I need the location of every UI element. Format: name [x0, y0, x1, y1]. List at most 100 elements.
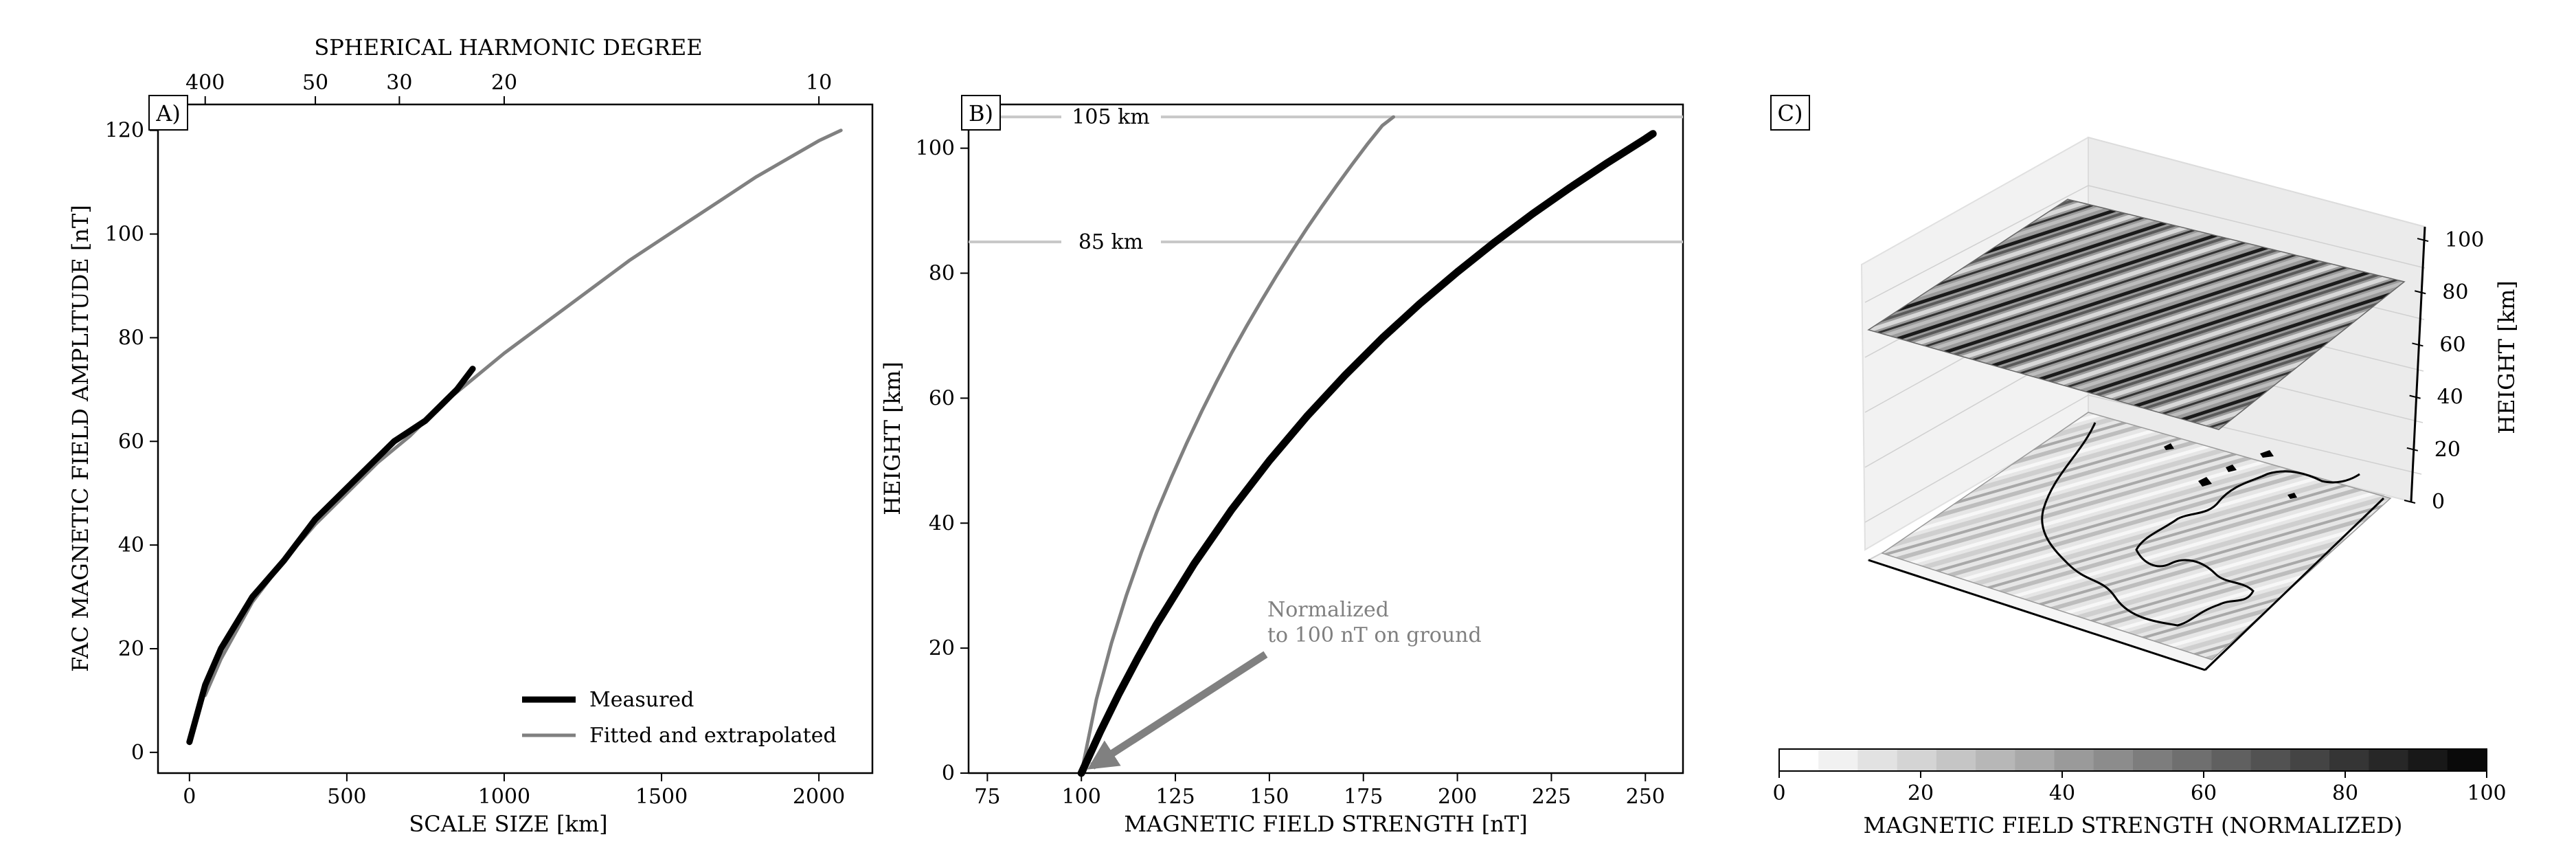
colorbar-segment: [2211, 749, 2252, 771]
panel-a-top-tick-label: 30: [386, 71, 412, 95]
panel-a-ytick-label: 80: [118, 326, 144, 350]
colorbar-ticks: 0 20 40 60 80 100: [1772, 771, 2507, 805]
panel-a-top-tick-label: 10: [806, 71, 832, 95]
panel-c-ztick-label: 80: [2442, 280, 2468, 304]
panel-a-xtick-label: 2000: [793, 785, 845, 809]
panel-b-ytick-label: 20: [929, 636, 955, 660]
panel-b-xtick-label: 175: [1344, 785, 1383, 809]
legend-label-fitted: Fitted and extrapolated: [589, 724, 837, 748]
colorbar-segment: [1936, 749, 1976, 771]
panel-a-axes: 0 500 1000 1500 2000 0 20 40 60 80 100 120 400 50 30 20…: [105, 71, 846, 809]
panel-b-xlabel: MAGNETIC FIELD STRENGTH [nT]: [1124, 811, 1527, 837]
panel-b-xtick-label: 150: [1250, 785, 1289, 809]
series-fitted-line: [203, 129, 843, 698]
panel-b-xtick-label: 250: [1626, 785, 1665, 809]
panel-a-legend: Measured Fitted and extrapolated: [522, 688, 837, 748]
panel-b-hline-label: 85 km: [1078, 230, 1143, 254]
colorbar-segment: [1818, 749, 1858, 771]
colorbar-tick-label: 60: [2191, 781, 2217, 805]
colorbar-segment: [2447, 749, 2487, 771]
panel-c-ground-layer: [1881, 412, 2392, 660]
colorbar-tick-label: 0: [1772, 781, 1785, 805]
colorbar-tick-label: 20: [1908, 781, 1934, 805]
colorbar-segment: [1976, 749, 2015, 771]
panel-c-front-edge: [1868, 559, 2206, 671]
panel-c-ztick-mark: [2412, 342, 2424, 347]
colorbar-segment: [2408, 749, 2448, 771]
panel-a-ytick-label: 0: [131, 741, 144, 765]
colorbar-segment: [2133, 749, 2173, 771]
colorbar-label: MAGNETIC FIELD STRENGTH (NORMALIZED): [1864, 812, 2403, 838]
panel-b-ytick-label: 40: [929, 511, 955, 535]
panel-a-xlabel: SCALE SIZE [km]: [409, 811, 607, 837]
panel-b-xtick-label: 100: [1062, 785, 1101, 809]
panel-b-ylabel: HEIGHT [km]: [879, 361, 905, 515]
colorbar-segment: [2369, 749, 2409, 771]
colorbar-segment: [1857, 749, 1898, 771]
panel-a-ylabel: FAC MAGNETIC FIELD AMPLITUDE [nT]: [67, 205, 93, 672]
panel-c-zlabel: HEIGHT [km]: [2494, 280, 2520, 434]
panel-b-hline-label: 105 km: [1072, 105, 1149, 129]
panel-c-colorbar: [1779, 749, 2487, 771]
colorbar-segment: [1779, 749, 1819, 771]
panel-a: 0 500 1000 1500 2000 0 20 40 60 80 100 120 400 50 30 20…: [67, 34, 874, 837]
panel-a-xtick-label: 1500: [635, 785, 688, 809]
colorbar-segment: [2093, 749, 2134, 771]
panel-c: 0 20 40 60 80 100 HEIGHT [km] C) 0 20 40 60 80 100…: [1770, 95, 2520, 838]
panel-c-ztick-mark: [2406, 447, 2419, 451]
panel-c-ztick-mark: [2409, 394, 2421, 399]
panel-a-ytick-label: 100: [105, 223, 144, 247]
panel-a-top-tick-label: 400: [185, 71, 225, 95]
panel-c-islands: [2164, 443, 2297, 499]
panel-a-ytick-label: 120: [105, 119, 144, 143]
panel-c-label-box: [1770, 95, 1810, 131]
legend-label-measured: Measured: [589, 688, 694, 712]
panel-c-ztick-label: 40: [2437, 386, 2463, 410]
series-gray-profile: [1079, 115, 1395, 775]
panel-b-series: [1077, 115, 1657, 777]
panel-a-xtick-label: 0: [183, 785, 196, 809]
panel-a-label: A): [155, 100, 181, 126]
panel-c-top-layer: [1867, 199, 2406, 430]
colorbar-tick-label: 40: [2049, 781, 2075, 805]
panel-b-ytick-label: 100: [916, 137, 955, 161]
colorbar-tick-label: 80: [2332, 781, 2358, 805]
panel-c-ztick-mark: [2417, 238, 2429, 243]
panel-c-ztick-label: 60: [2439, 333, 2465, 357]
panel-b-label-box: [961, 95, 1001, 131]
panel-a-ytick-label: 60: [118, 430, 144, 454]
panel-c-z-ticks: 0 20 40 60 80 100: [2404, 228, 2484, 514]
panel-b: 75 100 125 150 175 200 225 250 0 20 40 60 80 100 105 k…: [879, 95, 1684, 837]
colorbar-segment: [2329, 749, 2369, 771]
panel-a-top-tick-label: 20: [491, 71, 517, 95]
panel-b-frame: [967, 103, 1684, 774]
panel-c-coastline: [2041, 422, 2360, 627]
colorbar-segment: [2290, 749, 2330, 771]
colorbar-segment: [2172, 749, 2212, 771]
panel-c-ztick-label: 100: [2445, 228, 2484, 252]
panel-a-label-box: [148, 95, 188, 131]
panel-b-ytick-label: 0: [942, 761, 955, 785]
panel-b-xtick-label: 200: [1438, 785, 1477, 809]
panel-b-ytick-label: 60: [929, 386, 955, 410]
colorbar-tick-label: 100: [2467, 781, 2506, 805]
panel-b-annotation-arrow: [1087, 651, 1268, 770]
panel-a-top-tick-label: 50: [302, 71, 328, 95]
panel-a-ytick-label: 40: [118, 533, 144, 557]
panel-b-xtick-label: 75: [974, 785, 1000, 809]
panel-c-ztick-label: 20: [2434, 438, 2461, 462]
colorbar-segment: [2250, 749, 2291, 771]
panel-b-annotation-line1: Normalized: [1267, 598, 1389, 622]
panel-b-label: B): [969, 100, 993, 126]
panel-b-xtick-label: 225: [1532, 785, 1571, 809]
series-black-profile: [1077, 130, 1657, 777]
panel-c-ztick-mark: [2414, 290, 2426, 295]
panel-a-series: [186, 129, 843, 746]
panel-b-xtick-label: 125: [1155, 785, 1195, 809]
panel-c-right-edge: [2204, 497, 2385, 671]
panel-b-axes: 75 100 125 150 175 200 225 250 0 20 40 60 80 100 105 k…: [916, 105, 1683, 809]
panel-c-z-axis: [2410, 226, 2426, 502]
panel-c-ztick-mark: [2404, 500, 2416, 504]
panel-c-ztick-label: 0: [2432, 490, 2445, 514]
panel-b-annotation-line2: to 100 nT on ground: [1267, 623, 1482, 647]
